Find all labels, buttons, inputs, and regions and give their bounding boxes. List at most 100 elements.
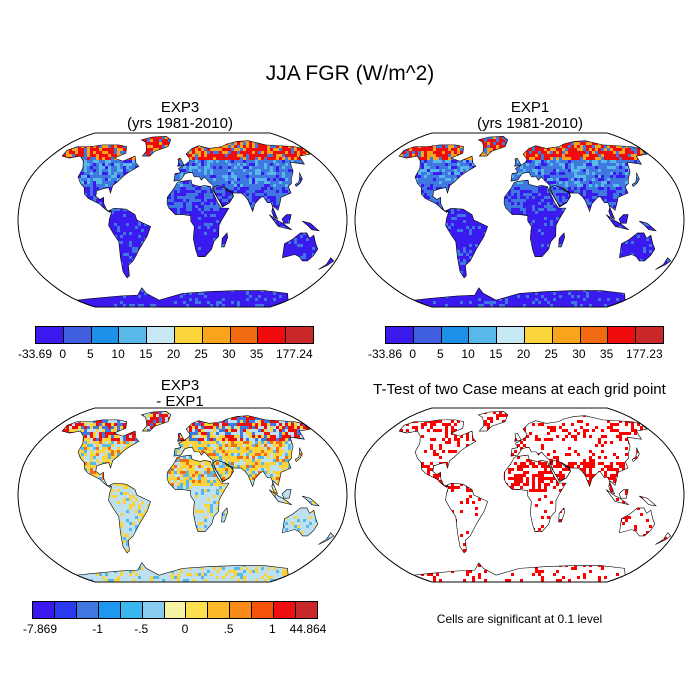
coastline-northAmerica (398, 144, 477, 213)
colorbar-tick-label: 35 (600, 347, 613, 361)
panel-title-text: EXP1 (440, 100, 620, 116)
colorbar-tick-label: 20 (167, 347, 180, 361)
coastline-greenland (477, 411, 509, 432)
coastline-newGuinea (638, 495, 657, 507)
colorbar-box (469, 327, 498, 343)
coastline-nz (318, 257, 335, 270)
colorbar-box (54, 602, 77, 618)
coastline-madagascar (558, 507, 565, 523)
coastline-uk (514, 432, 522, 442)
colorbar-box (91, 327, 120, 343)
colorbar-difference (32, 601, 318, 619)
colorbar-box (186, 602, 209, 618)
colorbar-tick-label: 10 (111, 347, 124, 361)
coastline-borneo (618, 214, 629, 224)
coastline-australia (282, 507, 319, 537)
colorbar-tick-label: 25 (195, 347, 208, 361)
colorbar-box (36, 327, 64, 343)
coastline-arabia (212, 460, 234, 482)
colorbar-tick-label: -.5 (134, 622, 148, 636)
coastline-australia (619, 232, 656, 262)
colorbar-box (142, 602, 165, 618)
coastline-eurasia (173, 415, 311, 495)
coastline-japan (631, 172, 640, 188)
map-frame (17, 132, 348, 308)
colorbar-tick-label: 30 (572, 347, 585, 361)
colorbar-tick-label: 44.864 (290, 622, 327, 636)
coastline-africa (166, 179, 230, 257)
colorbar-box (636, 327, 663, 343)
coastline-greenland (477, 136, 509, 157)
coastline-southAmerica (108, 207, 151, 279)
map-frame (17, 407, 348, 583)
colorbar-tick-label: 15 (139, 347, 152, 361)
colorbar-box (413, 327, 442, 343)
main-title: JJA FGR (W/m^2) (0, 62, 700, 86)
coastline-indonesia (605, 489, 629, 506)
panel-title-text: EXP3 (90, 378, 270, 394)
colorbar-box (441, 327, 470, 343)
colorbar-tick-label: -33.86 (368, 347, 402, 361)
colorbar-tick-label: 0 (409, 347, 416, 361)
coastline-africa (166, 454, 230, 532)
coastline-borneo (281, 214, 292, 224)
coastline-nz (318, 532, 335, 545)
coastline-africa (503, 454, 567, 532)
colorbar-box (286, 327, 313, 343)
colorbar-tick-label: 35 (250, 347, 263, 361)
coastline-madagascar (221, 507, 228, 523)
colorbar-box (497, 327, 525, 343)
coastline-japan (631, 447, 640, 463)
colorbar-box (98, 602, 121, 618)
panel-subtitle-text: (yrs 1981-2010) (90, 116, 270, 132)
colorbar-tick-label: 177.23 (626, 347, 663, 361)
colorbar-tick-label: -7.869 (23, 622, 57, 636)
colorbar-box (120, 602, 143, 618)
colorbar-tick-label: 20 (517, 347, 530, 361)
colorbar-box (296, 602, 317, 618)
colorbar-box (230, 327, 259, 343)
colorbar-tick-label: 177.24 (276, 347, 313, 361)
coastline-japan (294, 172, 303, 188)
colorbar-box (252, 602, 275, 618)
coastline-madagascar (221, 232, 228, 248)
coastline-indonesia (605, 214, 629, 231)
coastline-uk (177, 157, 185, 167)
colorbar-tick-label: .5 (224, 622, 234, 636)
coastline-newGuinea (638, 220, 657, 232)
panel-title-exp3: EXP3 (yrs 1981-2010) (90, 100, 270, 132)
colorbar-tick-label: 5 (437, 347, 444, 361)
panel-title-diff: EXP3 - EXP1 (90, 378, 270, 410)
map-exp1 (354, 132, 685, 308)
colorbar-box (386, 327, 414, 343)
colorbar-tick-label: 0 (59, 347, 66, 361)
coastline-southAmerica (445, 482, 488, 554)
coastline-newGuinea (301, 220, 320, 232)
coastline-southAmerica (445, 207, 488, 279)
coastline-indonesia (268, 214, 292, 231)
colorbar-box (119, 327, 148, 343)
coastline-borneo (618, 489, 629, 499)
colorbar-tick-label: 25 (545, 347, 558, 361)
colorbar-tick-label: -33.69 (18, 347, 52, 361)
map-ttest (354, 407, 685, 583)
map-frame (354, 407, 685, 583)
coastline-uk (177, 432, 185, 442)
colorbar-exp1 (385, 326, 664, 344)
coastline-madagascar (558, 232, 565, 248)
map-frame (354, 132, 685, 308)
colorbar-tick-label: 0 (182, 622, 189, 636)
coastline-borneo (281, 489, 292, 499)
coastline-greenland (140, 411, 172, 432)
coastline-newGuinea (301, 495, 320, 507)
coastline-australia (282, 232, 319, 262)
colorbar-box (580, 327, 609, 343)
coastline-arabia (549, 185, 571, 207)
colorbar-box (76, 602, 99, 618)
colorbar-labels-difference: -7.869 -1 -.5 0 .5 1 44.864 (23, 622, 326, 636)
colorbar-tick-label: 30 (222, 347, 235, 361)
colorbar-box (552, 327, 581, 343)
coastline-indonesia (268, 489, 292, 506)
panel-subtitle-text: - EXP1 (90, 394, 270, 410)
map-difference (17, 407, 348, 583)
